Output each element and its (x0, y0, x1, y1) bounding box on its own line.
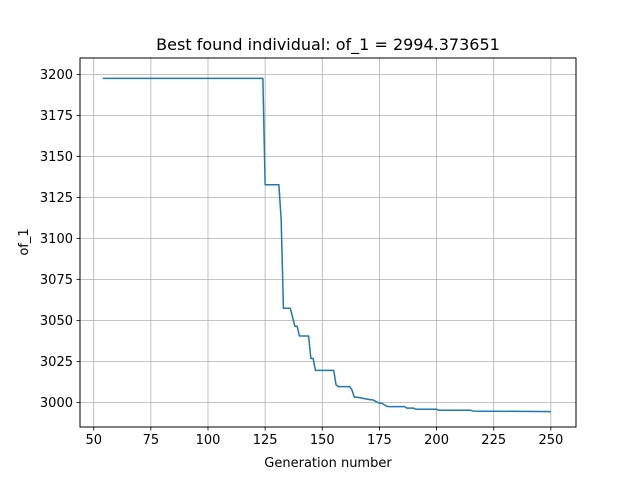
y-tick-label: 3100 (40, 232, 73, 247)
y-axis-ticks: 3000 3025 3050 3075 3100 3125 3150 3175 3200 (40, 68, 80, 411)
x-tick-label: 100 (196, 433, 221, 448)
y-tick-label: 3200 (40, 68, 73, 83)
x-axis-ticks: 50 75 100 125 150 175 200 225 250 (85, 427, 563, 448)
grid-lines (80, 58, 576, 427)
x-tick-label: 50 (85, 433, 102, 448)
x-tick-label: 175 (367, 433, 392, 448)
x-tick-label: 75 (143, 433, 160, 448)
y-tick-label: 3000 (40, 396, 73, 411)
y-tick-label: 3025 (40, 355, 73, 370)
y-tick-label: 3150 (40, 150, 73, 165)
x-axis-label: Generation number (264, 456, 392, 471)
y-tick-label: 3075 (40, 273, 73, 288)
y-tick-label: 3175 (40, 109, 73, 124)
x-tick-label: 125 (253, 433, 278, 448)
chart-title: Best found individual: of_1 = 2994.37365… (156, 35, 500, 55)
x-tick-label: 225 (481, 433, 506, 448)
x-tick-label: 150 (310, 433, 335, 448)
y-axis-label: of_1 (17, 228, 32, 255)
x-tick-label: 200 (424, 433, 449, 448)
y-tick-label: 3050 (40, 314, 73, 329)
series-line (102, 77, 551, 413)
x-tick-label: 250 (538, 433, 563, 448)
plot-frame (79, 57, 577, 428)
y-tick-label: 3125 (40, 191, 73, 206)
plot-series-layer (102, 77, 551, 413)
